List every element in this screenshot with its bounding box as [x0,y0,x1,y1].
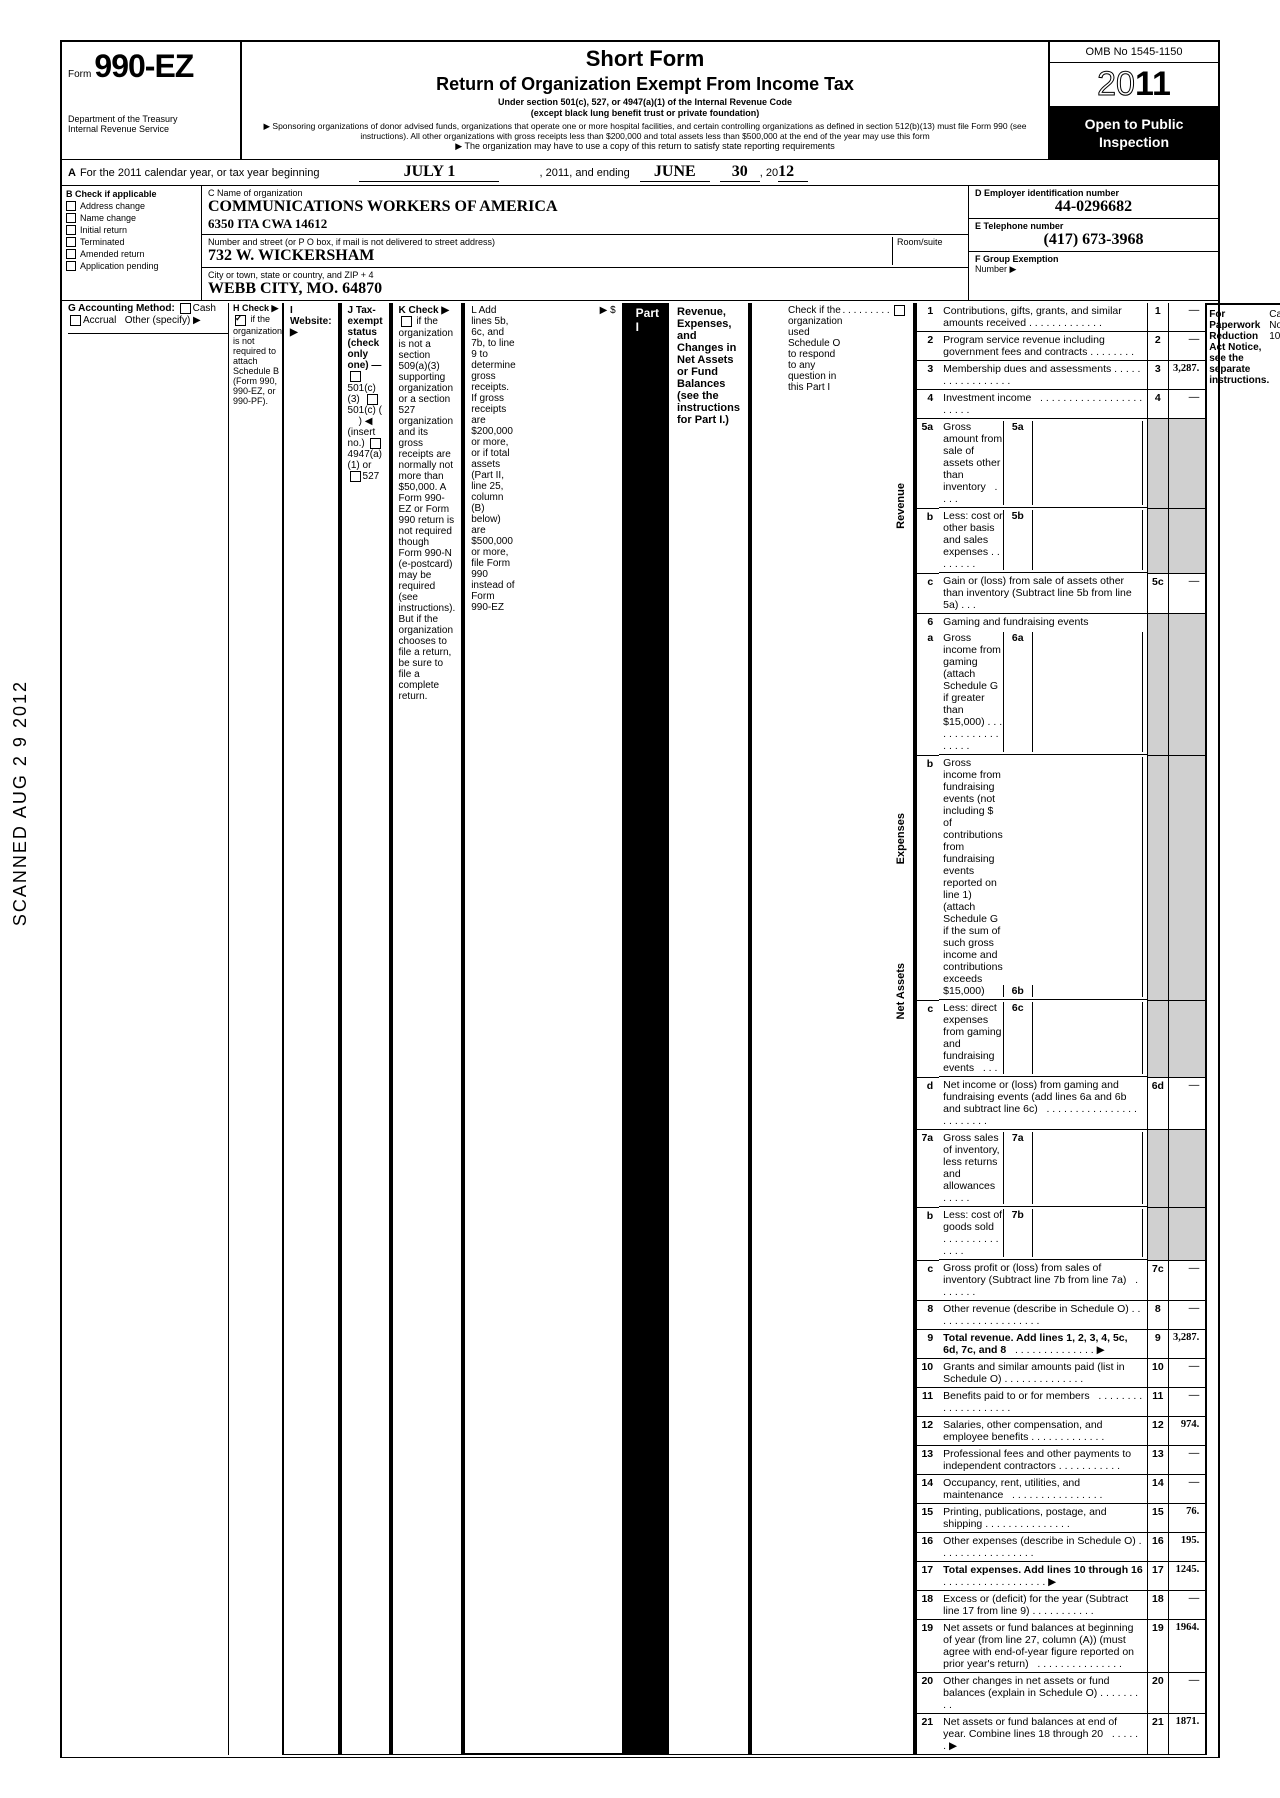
omb-number: OMB No 1545-1150 [1050,42,1218,63]
line-9: 9Total revenue. Add lines 1, 2, 3, 4, 5c… [916,1330,1206,1359]
open-public-2: Inspection [1054,133,1214,151]
lbl-room: Room/suite [897,237,962,247]
cb-527[interactable] [350,471,361,482]
cb-terminated[interactable]: Terminated [66,237,197,247]
part-1-table: 1Contributions, gifts, grants, and simil… [915,303,1207,1755]
tax-year: 2011 [1050,63,1218,107]
lbl-group-number: Number ▶ [975,264,1212,275]
cb-initial-return[interactable]: Initial return [66,225,197,235]
title-short-form: Short Form [250,46,1040,72]
line-8: 8Other revenue (describe in Schedule O) … [916,1301,1206,1330]
cb-501c3[interactable] [350,371,361,382]
ein: 44-0296682 [975,198,1212,216]
line-13: 13Professional fees and other payments t… [916,1446,1206,1475]
end-day: 30 [720,163,760,182]
address: 732 W. WICKERSHAM [208,247,892,265]
part-1-check: Check if the organization used Schedule … [750,303,916,1755]
lbl-address: Number and street (or P O box, if mail i… [208,237,892,247]
cb-accrual[interactable] [70,315,81,326]
title-return: Return of Organization Exempt From Incom… [250,74,1040,95]
line-15: 15Printing, publications, postage, and s… [916,1504,1206,1533]
line-7c: cGross profit or (loss) from sales of in… [916,1260,1206,1301]
line-5c: cGain or (loss) from sale of assets othe… [916,573,1206,614]
org-name-1: COMMUNICATIONS WORKERS OF AMERICA [208,198,962,216]
section-bcdef: B Check if applicable Address change Nam… [60,186,1220,301]
lbl-city: City or town, state or country, and ZIP … [208,270,962,280]
line-19: 19Net assets or fund balances at beginni… [916,1620,1206,1673]
side-net-assets: Net Assets [895,963,907,1019]
line-6a: aGross income from gaming (attach Schedu… [916,630,1206,755]
form-990ez: Form 990-EZ Department of the Treasury I… [60,40,1220,1758]
city-state-zip: WEBB CITY, MO. 64870 [208,280,962,298]
side-revenue: Revenue [895,483,907,529]
cb-501c[interactable] [367,394,378,405]
line-4: 4Investment income . . . . . . . . . . .… [916,390,1206,419]
row-a-tax-year: A For the 2011 calendar year, or tax yea… [60,159,1220,186]
line-17: 17Total expenses. Add lines 10 through 1… [916,1562,1206,1591]
line-5a: 5aGross amount from sale of assets other… [916,419,1206,509]
scanned-stamp: SCANNED AUG 2 9 2012 [10,680,31,926]
line-1: 1Contributions, gifts, grants, and simil… [916,303,1206,332]
cb-schedule-o[interactable] [894,305,905,316]
begin-date: JULY 1 [359,163,499,182]
col-b-header: B Check if applicable [66,189,197,199]
line-6b: bGross income from fundraising events (n… [916,755,1206,1000]
line-21: 21Net assets or fund balances at end of … [916,1714,1206,1755]
row-j-tax-exempt: J Tax-exempt status (check only one) — 5… [340,303,391,1755]
cb-app-pending[interactable]: Application pending [66,261,197,271]
phone: (417) 673-3968 [975,231,1212,249]
line-20: 20Other changes in net assets or fund ba… [916,1673,1206,1714]
line-6: 6Gaming and fundraising events [916,614,1206,631]
line-5b: bLess: cost or other basis and sales exp… [916,508,1206,573]
cb-cash[interactable] [180,303,191,314]
lbl-ein: D Employer identification number [975,188,1212,198]
cb-4947[interactable] [370,438,381,449]
part-1-header: Part I Revenue, Expenses, and Changes in… [624,303,750,1755]
cb-k[interactable] [401,316,412,327]
row-g-h: G Accounting Method: Cash Accrual Other … [60,301,1220,1758]
cb-address-change[interactable]: Address change [66,201,197,211]
lbl-phone: E Telephone number [975,221,1212,231]
line-14: 14Occupancy, rent, utilities, and mainte… [916,1475,1206,1504]
line-12: 12Salaries, other compensation, and empl… [916,1417,1206,1446]
line-7a: 7aGross sales of inventory, less returns… [916,1130,1206,1208]
line-10: 10Grants and similar amounts paid (list … [916,1359,1206,1388]
subtitle-sponsoring: ▶ Sponsoring organizations of donor advi… [250,121,1040,141]
end-year: 12 [778,163,808,182]
row-l: L Add lines 5b, 6c, and 7b, to line 9 to… [463,303,623,1755]
org-name-2: 6350 ITA CWA 14612 [208,216,962,232]
open-public-1: Open to Public [1054,115,1214,133]
line-7b: bLess: cost of goods sold . . . . . . . … [916,1207,1206,1260]
line-16: 16Other expenses (describe in Schedule O… [916,1533,1206,1562]
end-month: JUNE [640,163,710,182]
row-i-website: I Website: ▶ [282,303,339,1755]
lbl-group-exempt: F Group Exemption [975,254,1059,264]
subtitle-except: (except black lung benefit trust or priv… [250,108,1040,119]
line-2: 2Program service revenue including gover… [916,332,1206,361]
subtitle-section: Under section 501(c), 527, or 4947(a)(1)… [250,97,1040,108]
cb-amended[interactable]: Amended return [66,249,197,259]
cb-schedule-b[interactable]: ✓ [235,315,246,326]
form-header: Form 990-EZ Department of the Treasury I… [60,40,1220,159]
dept-irs: Internal Revenue Service [68,125,234,135]
form-prefix: Form [68,69,91,80]
row-k: K Check ▶ if the organization is not a s… [391,303,464,1755]
lbl-org-name: C Name of organization [208,188,962,198]
page-footer: For Paperwork Reduction Act Notice, see … [1207,303,1280,1755]
line-3: 3Membership dues and assessments . . . .… [916,361,1206,390]
form-number: 990-EZ [94,48,193,84]
line-6c: cLess: direct expenses from gaming and f… [916,1000,1206,1077]
line-6d: dNet income or (loss) from gaming and fu… [916,1077,1206,1130]
cb-name-change[interactable]: Name change [66,213,197,223]
line-18: 18Excess or (deficit) for the year (Subt… [916,1591,1206,1620]
side-expenses: Expenses [895,813,907,864]
line-11: 11Benefits paid to or for members . . . … [916,1388,1206,1417]
subtitle-copy: ▶ The organization may have to use a cop… [250,141,1040,152]
